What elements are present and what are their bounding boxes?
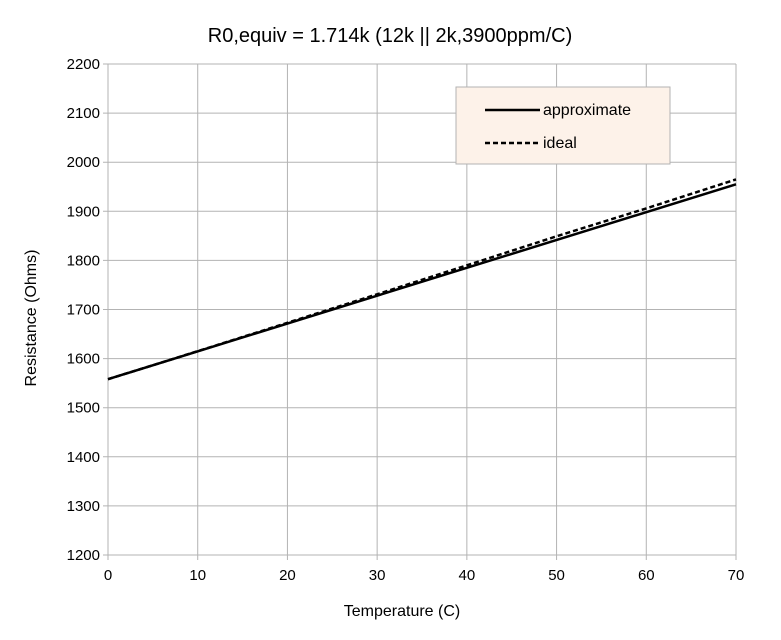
x-tick-labels: 0 10 20 30 40 50 60 70: [104, 567, 745, 584]
axes: [107, 64, 736, 556]
series-line-approximate: [107, 183, 737, 381]
x-tick-label: 70: [728, 567, 745, 584]
y-tick-label: 1300: [67, 498, 100, 515]
x-tick-label: 0: [104, 567, 112, 584]
legend-label-ideal: ideal: [543, 135, 577, 152]
y-tick-label: 1900: [67, 203, 100, 220]
y-tick-label: 1200: [67, 547, 100, 564]
x-axis-label: Temperature (C): [344, 603, 460, 620]
series-line-ideal: [107, 178, 737, 381]
y-tick-label: 2100: [67, 105, 100, 122]
y-tick-label: 2200: [67, 56, 100, 73]
y-tick-label: 2000: [67, 154, 100, 171]
x-tick-label: 40: [459, 567, 476, 584]
legend: approximate ideal: [455, 86, 671, 165]
x-tick-label: 10: [189, 567, 206, 584]
y-tick-label: 1700: [67, 302, 100, 319]
chart-title: R0,equiv = 1.714k (12k || 2k,3900ppm/C): [208, 25, 572, 47]
y-axis-label: Resistance (Ohms): [23, 250, 40, 387]
y-tick-label: 1800: [67, 252, 100, 269]
legend-label-approximate: approximate: [543, 102, 631, 119]
legend-box: [455, 86, 671, 165]
y-tick-label: 1400: [67, 449, 100, 466]
y-tick-labels: 1200 1300 1400 1500 1600 1700 1800 1900 2000 2100…: [67, 56, 100, 564]
x-tick-label: 20: [279, 567, 296, 584]
x-tick-label: 30: [369, 567, 386, 584]
y-tick-label: 1500: [67, 400, 100, 417]
x-tick-label: 50: [548, 567, 565, 584]
y-tick-label: 1600: [67, 351, 100, 368]
x-tick-label: 60: [638, 567, 655, 584]
series: [107, 178, 737, 381]
